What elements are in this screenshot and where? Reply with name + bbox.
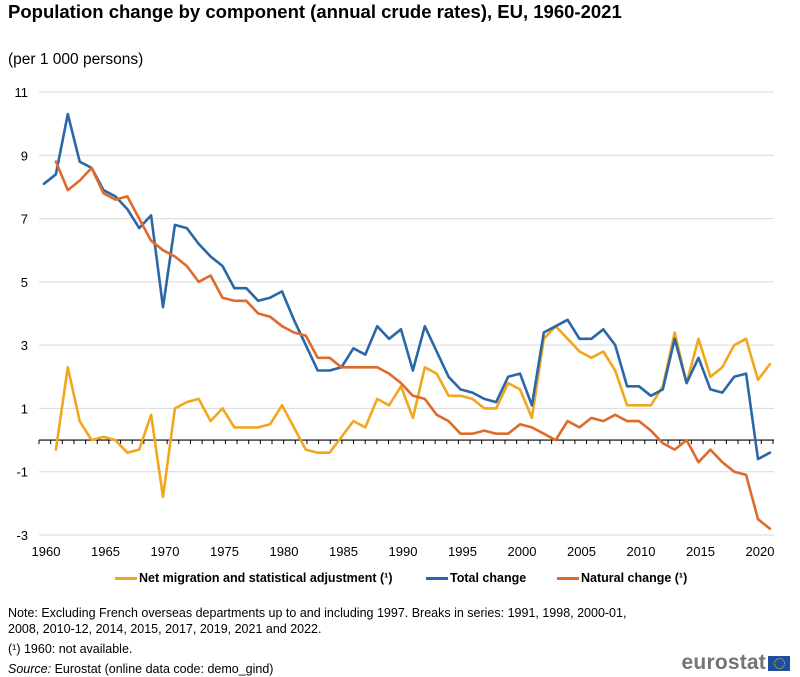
x-tick-label: 1960 [32, 544, 61, 559]
chart-title: Population change by component (annual c… [8, 1, 622, 22]
chart-notes: Note: Excluding French overseas departme… [8, 605, 626, 677]
series-lines [42, 112, 772, 530]
x-tick-label: 1980 [270, 544, 299, 559]
eurostat-logo-text: eurostat [681, 651, 766, 674]
chart-subtitle: (per 1 000 persons) [8, 51, 144, 68]
line-chart: 11 9 7 5 3 1 -1 -3 1960 1965 1970 1975 1980 1985 1990… [15, 85, 775, 559]
legend-label-natural-change: Natural change (¹) [581, 571, 688, 585]
x-tick-label: 2005 [567, 544, 596, 559]
series-total-change [42, 112, 772, 461]
source-label: Source: [8, 662, 52, 676]
y-tick-label: 11 [15, 85, 29, 100]
legend-swatch-natural-change [557, 576, 579, 580]
footnote: (¹) 1960: not available. [8, 642, 133, 656]
y-tick-label: 7 [21, 212, 28, 227]
series-natural-change [54, 160, 772, 530]
eurostat-logo: eurostat [682, 651, 790, 675]
legend-label-total-change: Total change [450, 571, 527, 585]
series-net-migration [54, 324, 772, 499]
x-axis-tick-labels: 1960 1965 1970 1975 1980 1985 1990 1995 2000 2005… [32, 544, 775, 559]
source-text: Eurostat (online data code: demo_gind) [51, 662, 274, 676]
x-tick-label: 2015 [686, 544, 715, 559]
x-tick-label: 1975 [210, 544, 239, 559]
y-tick-label: 3 [21, 338, 28, 353]
note-line-1: Note: Excluding French overseas departme… [8, 606, 627, 620]
x-tick-label: 1995 [448, 544, 477, 559]
y-tick-label: 1 [21, 401, 28, 416]
x-tick-label: 1970 [151, 544, 180, 559]
grid-lines [39, 91, 774, 536]
y-tick-label: 5 [21, 275, 28, 290]
legend-swatch-total-change [426, 576, 448, 580]
y-tick-label: -1 [16, 465, 28, 480]
x-tick-label: 2020 [746, 544, 775, 559]
x-tick-label: 1965 [91, 544, 120, 559]
x-tick-label: 1990 [389, 544, 418, 559]
x-tick-label: 2010 [627, 544, 656, 559]
y-tick-label: -3 [16, 528, 28, 543]
legend-swatch-net-migration [115, 576, 137, 580]
y-axis-tick-labels: 11 9 7 5 3 1 -1 -3 [15, 85, 29, 543]
x-tick-label: 2000 [508, 544, 537, 559]
legend-label-net-migration: Net migration and statistical adjustment… [139, 571, 393, 585]
legend-item-net-migration: Net migration and statistical adjustment… [115, 571, 393, 585]
source-line: Source: Eurostat (online data code: demo… [8, 661, 626, 677]
legend-item-total-change: Total change [426, 571, 526, 585]
legend-item-natural-change: Natural change (¹) [557, 571, 687, 585]
eu-flag-icon [768, 655, 790, 671]
x-tick-label: 1985 [329, 544, 358, 559]
legend: Net migration and statistical adjustment… [0, 571, 800, 591]
note-line-2: 2008, 2010-12, 2014, 2015, 2017, 2019, 2… [8, 622, 322, 636]
y-tick-label: 9 [21, 148, 28, 163]
